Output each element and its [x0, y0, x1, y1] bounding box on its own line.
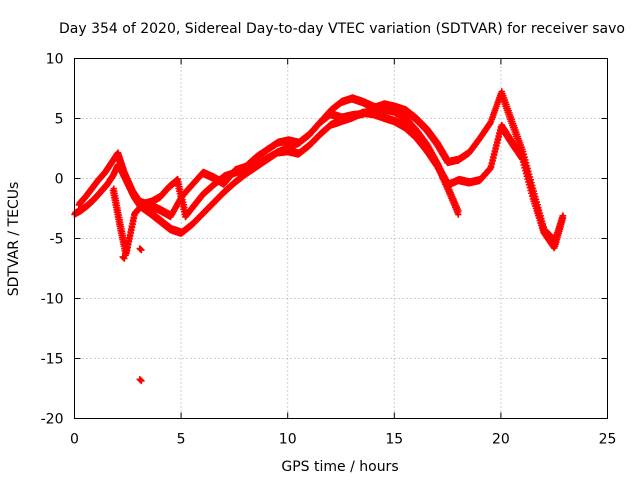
y-tick-label: -15	[41, 352, 64, 368]
plot-frame	[74, 58, 608, 419]
y-tick-label: 5	[55, 112, 64, 128]
x-tick-label: 10	[279, 432, 297, 448]
x-tick-label: 5	[177, 432, 186, 448]
chart-title: Day 354 of 2020, Sidereal Day-to-day VTE…	[59, 21, 625, 37]
data-point	[455, 211, 462, 218]
plot-area	[71, 88, 567, 385]
y-tick-label: 10	[46, 52, 64, 68]
grid	[74, 58, 608, 419]
y-tick-label: -5	[50, 232, 64, 248]
y-axis-label: SDTVAR / TECUs	[6, 182, 22, 297]
y-tick-label: -10	[41, 292, 64, 308]
x-tick-label: 20	[492, 432, 510, 448]
y-tick-label: -20	[41, 412, 64, 428]
x-tick-label: 25	[599, 432, 617, 448]
y-tick-label: 0	[55, 172, 64, 188]
x-tick-label: 15	[385, 432, 403, 448]
x-tick-label: 0	[70, 432, 79, 448]
x-axis-label: GPS time / hours	[281, 459, 398, 475]
